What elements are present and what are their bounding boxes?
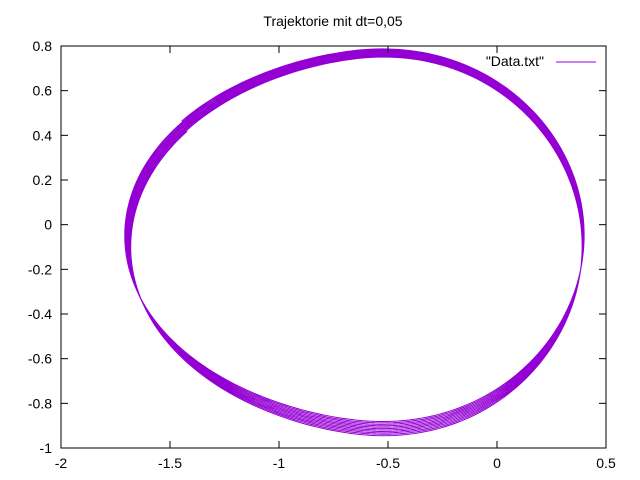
y-tick-label: 0.8 — [33, 38, 53, 54]
chart-title: Trajektorie mit dt=0,05 — [263, 13, 402, 29]
y-tick-label: 0.4 — [33, 127, 53, 143]
x-tick-label: 0.5 — [596, 455, 616, 471]
y-tick-label: -0.4 — [28, 306, 52, 322]
series-layer — [124, 48, 585, 437]
legend: "Data.txt" — [486, 53, 596, 69]
x-tick-label: 0 — [493, 455, 501, 471]
y-axis: -1 -0.8 -0.6 -0.4 -0.2 0 0.2 0.4 0.6 0.8 — [28, 38, 606, 456]
x-tick-label: -2 — [55, 455, 68, 471]
x-tick-label: -0.5 — [376, 455, 400, 471]
y-tick-label: 0.6 — [33, 83, 53, 99]
legend-label: "Data.txt" — [486, 53, 544, 69]
y-tick-label: 0.2 — [33, 172, 53, 188]
x-tick-label: -1.5 — [158, 455, 182, 471]
y-tick-label: 0 — [44, 217, 52, 233]
y-tick-label: -0.8 — [28, 395, 52, 411]
x-tick-label: -1 — [273, 455, 286, 471]
y-tick-label: -1 — [40, 440, 53, 456]
y-tick-label: -0.6 — [28, 351, 52, 367]
series-line-data-txt — [124, 48, 585, 437]
plot-frame — [60, 45, 607, 449]
x-axis: -2 -1.5 -1 -0.5 0 0.5 — [55, 46, 616, 471]
y-tick-label: -0.2 — [28, 261, 52, 277]
